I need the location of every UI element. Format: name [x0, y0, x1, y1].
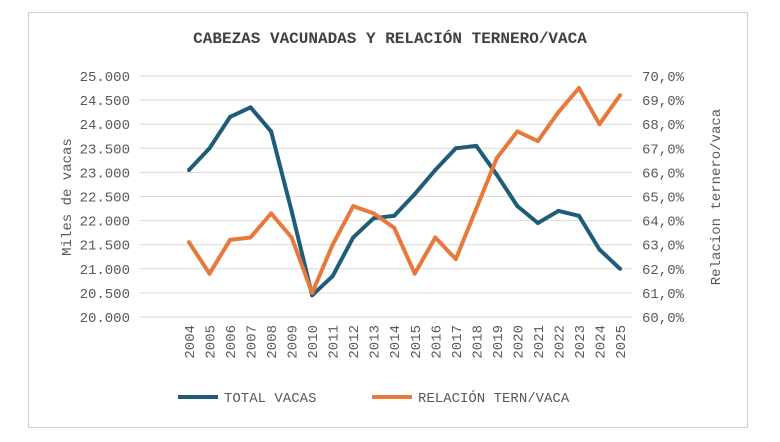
x-tick-label: 2021	[532, 325, 548, 359]
data-point	[474, 206, 479, 211]
data-point	[618, 93, 622, 98]
legend-label: TOTAL VACAS	[224, 391, 316, 407]
data-point	[433, 235, 438, 240]
x-tick-label: 2004	[183, 325, 199, 359]
y-tick-label: 24.000	[80, 118, 130, 134]
data-point	[453, 257, 458, 262]
data-point	[597, 122, 602, 127]
data-point	[392, 213, 397, 218]
chart-title: CABEZAS VACUNADAS Y RELACIÓN TERNERO/VAC…	[193, 29, 587, 48]
data-point	[248, 235, 253, 240]
data-point	[371, 211, 376, 216]
x-tick-label: 2019	[491, 325, 507, 359]
data-point	[269, 211, 274, 216]
y-axis-label: Miles de vacas	[60, 138, 76, 256]
data-point	[330, 274, 335, 279]
x-tick-label: 2005	[204, 325, 220, 359]
data-point	[474, 143, 479, 148]
x-tick-label: 2011	[327, 325, 343, 359]
y2-tick-label: 63,0%	[642, 239, 685, 255]
data-point	[535, 139, 540, 144]
data-point	[576, 213, 581, 218]
y-tick-label: 20.500	[80, 287, 130, 303]
data-point	[412, 192, 417, 197]
x-tick-label: 2012	[347, 325, 363, 359]
chart-frame	[28, 12, 748, 428]
y-tick-label: 23.000	[80, 166, 130, 182]
x-tick-label: 2008	[265, 325, 281, 359]
data-point	[351, 204, 356, 209]
data-point	[351, 235, 356, 240]
y-tick-label: 25.000	[80, 70, 130, 86]
y2-tick-label: 64,0%	[642, 215, 685, 231]
data-point	[207, 271, 212, 276]
data-point	[228, 114, 233, 119]
series-line-total-vacas	[187, 105, 622, 298]
y-tick-label: 21.500	[80, 239, 130, 255]
x-tick-label: 2014	[388, 325, 404, 359]
data-point	[576, 86, 581, 91]
data-point	[412, 271, 417, 276]
y2-tick-label: 61,0%	[642, 287, 685, 303]
data-point	[187, 167, 191, 172]
x-tick-label: 2015	[409, 325, 425, 359]
data-point	[187, 240, 191, 245]
data-point	[269, 129, 274, 134]
y2-tick-label: 70,0%	[642, 70, 685, 86]
legend-label: RELACIÓN TERN/VACA	[418, 389, 570, 407]
y2-tick-label: 68,0%	[642, 118, 685, 134]
data-point	[207, 146, 212, 151]
x-tick-label: 2006	[224, 325, 240, 359]
x-tick-label: 2017	[450, 325, 466, 359]
x-tick-label: 2024	[593, 325, 609, 359]
data-point	[289, 235, 294, 240]
y-tick-label: 21.000	[80, 263, 130, 279]
x-tick-label: 2023	[573, 325, 589, 359]
data-point	[556, 110, 561, 115]
y2-tick-label: 66,0%	[642, 166, 685, 182]
data-point	[597, 247, 602, 252]
x-tick-label: 2007	[245, 325, 261, 359]
data-point	[515, 204, 520, 209]
y2-axis-label: Relacion ternero/vaca	[709, 109, 725, 285]
y2-tick-label: 69,0%	[642, 94, 685, 110]
x-tick-label: 2013	[368, 325, 384, 359]
y-tick-label: 22.000	[80, 215, 130, 231]
x-tick-label: 2020	[511, 325, 527, 359]
data-point	[228, 237, 233, 242]
data-point	[392, 225, 397, 230]
y-tick-label: 20.000	[80, 311, 130, 327]
data-point	[310, 290, 315, 295]
data-point	[494, 172, 499, 177]
data-point	[556, 208, 561, 213]
data-point	[494, 155, 499, 160]
y2-tick-label: 67,0%	[642, 142, 685, 158]
data-point	[330, 242, 335, 247]
y2-tick-label: 65,0%	[642, 191, 685, 207]
data-point	[453, 146, 458, 151]
y-tick-label: 24.500	[80, 94, 130, 110]
x-tick-label: 2010	[306, 325, 322, 359]
y2-tick-label: 60,0%	[642, 311, 685, 327]
x-tick-label: 2016	[429, 325, 445, 359]
data-point	[371, 216, 376, 221]
y-tick-label: 22.500	[80, 191, 130, 207]
data-point	[515, 129, 520, 134]
data-point	[289, 208, 294, 213]
series-line-relacion	[187, 86, 622, 295]
x-tick-label: 2025	[614, 325, 630, 359]
x-tick-label: 2009	[286, 325, 302, 359]
data-point	[535, 221, 540, 226]
y2-tick-label: 62,0%	[642, 263, 685, 279]
data-point	[248, 105, 253, 110]
data-point	[618, 266, 622, 271]
y-tick-label: 23.500	[80, 142, 130, 158]
x-tick-label: 2018	[470, 325, 486, 359]
data-point	[433, 167, 438, 172]
x-tick-label: 2022	[552, 325, 568, 359]
